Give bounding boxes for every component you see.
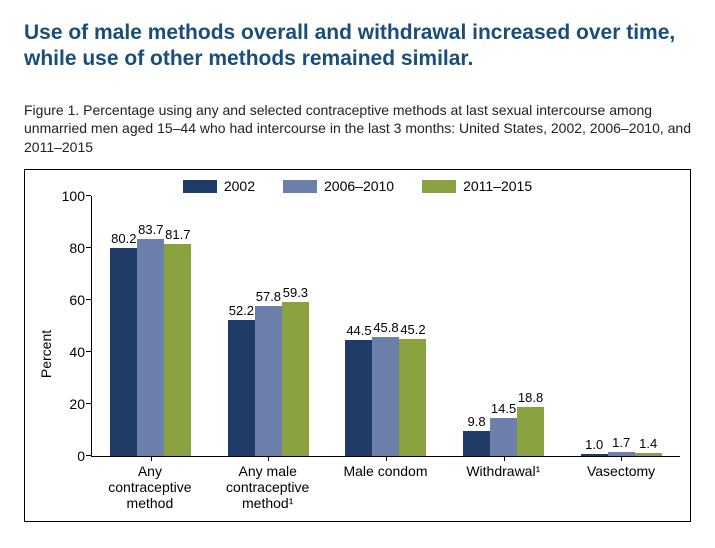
bar: 1.4	[635, 453, 662, 457]
chart-frame: 2002 2006–2010 2011–2015 Percent 0 20 40 60…	[24, 169, 691, 522]
bar: 9.8	[463, 431, 490, 456]
y-tick-label: 80	[69, 240, 85, 256]
y-axis: 020406080100	[57, 196, 91, 456]
bar: 52.2	[228, 320, 255, 456]
legend-label: 2002	[224, 178, 255, 194]
y-tick-label: 40	[69, 344, 85, 360]
bar: 57.8	[255, 306, 282, 456]
bar-value-label: 52.2	[229, 303, 254, 318]
bar-value-label: 44.5	[346, 323, 371, 338]
legend-label: 2011–2015	[463, 178, 532, 194]
legend-label: 2006–2010	[324, 178, 394, 194]
bar: 81.7	[164, 244, 191, 456]
bar-value-label: 80.2	[111, 231, 136, 246]
bar-value-label: 1.0	[585, 437, 603, 452]
x-tick-label: Anycontraceptivemethod	[91, 463, 209, 511]
x-axis: AnycontraceptivemethodAny malecontracept…	[91, 463, 680, 511]
bar-value-label: 57.8	[256, 289, 281, 304]
bar: 1.0	[581, 454, 608, 457]
x-tick-label: Any malecontraceptivemethod¹	[209, 463, 327, 511]
legend-swatch	[422, 180, 456, 193]
y-tick-label: 0	[77, 448, 85, 464]
y-tick-label: 60	[69, 292, 85, 308]
bar-value-label: 9.8	[468, 414, 486, 429]
bar: 18.8	[517, 407, 544, 456]
page-title: Use of male methods overall and withdraw…	[24, 20, 691, 73]
bar: 83.7	[137, 239, 164, 457]
bar-group: 80.283.781.7	[92, 196, 210, 456]
bar-value-label: 81.7	[165, 227, 190, 242]
y-axis-label: Percent	[38, 330, 54, 378]
bar-value-label: 45.8	[373, 320, 398, 335]
bar-value-label: 45.2	[400, 322, 425, 337]
x-tick-label: Withdrawal¹	[444, 463, 562, 511]
bar: 45.2	[399, 339, 426, 457]
bar: 59.3	[282, 302, 309, 456]
bar-value-label: 83.7	[138, 222, 163, 237]
legend-item: 2006–2010	[283, 178, 394, 194]
figure-caption: Figure 1. Percentage using any and selec…	[24, 101, 691, 158]
bar: 14.5	[490, 418, 517, 456]
plot-area: 80.283.781.752.257.859.344.545.845.29.81…	[91, 196, 680, 457]
x-tick-label: Vasectomy	[562, 463, 680, 511]
bar: 45.8	[372, 337, 399, 456]
bar-value-label: 18.8	[518, 390, 543, 405]
y-tick-label: 20	[69, 396, 85, 412]
x-tick-label: Male condom	[327, 463, 445, 511]
bar: 44.5	[345, 340, 372, 456]
bar: 80.2	[110, 248, 137, 457]
bar-group: 9.814.518.8	[445, 196, 563, 456]
bar-value-label: 1.7	[612, 435, 630, 450]
legend: 2002 2006–2010 2011–2015	[35, 178, 680, 194]
y-tick-label: 100	[62, 188, 85, 204]
bar-value-label: 1.4	[639, 436, 657, 451]
bar-group: 44.545.845.2	[327, 196, 445, 456]
legend-swatch	[183, 180, 217, 193]
bar-value-label: 59.3	[283, 285, 308, 300]
legend-item: 2002	[183, 178, 255, 194]
bar-value-label: 14.5	[491, 401, 516, 416]
bar-group: 1.0 1.7 1.4	[562, 196, 680, 456]
bar-group: 52.257.859.3	[210, 196, 328, 456]
legend-item: 2011–2015	[422, 178, 532, 194]
legend-swatch	[283, 180, 317, 193]
